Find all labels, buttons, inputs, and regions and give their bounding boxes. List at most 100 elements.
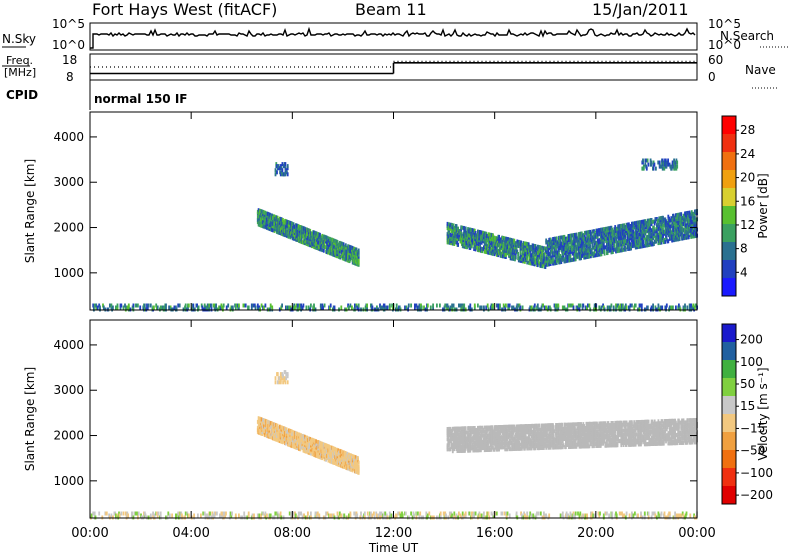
range-cell: [526, 260, 529, 265]
range-cell: [520, 244, 522, 249]
range-cell: [619, 303, 622, 308]
range-cell: [305, 305, 308, 310]
range-cell: [631, 244, 634, 249]
range-cell: [652, 160, 655, 165]
range-cell: [340, 305, 343, 310]
range-cell: [286, 172, 289, 177]
range-cell: [285, 229, 287, 234]
range-cell: [467, 430, 469, 435]
range-cell: [327, 236, 330, 241]
range-cell: [448, 426, 450, 431]
range-cell: [672, 228, 675, 232]
range-cell: [583, 243, 585, 248]
range-cell: [495, 435, 498, 440]
range-cell: [508, 245, 510, 250]
range-cell: [655, 166, 657, 171]
range-cell: [650, 228, 653, 233]
range-cell: [335, 447, 338, 452]
range-cell: [596, 252, 599, 257]
range-cell: [281, 162, 284, 167]
range-cell: [272, 222, 275, 227]
range-cell: [667, 162, 669, 167]
range-cell: [244, 303, 247, 308]
range-cell: [452, 225, 455, 230]
range-cell: [285, 427, 288, 432]
range-cell: [662, 223, 664, 228]
range-cell: [674, 160, 676, 165]
range-cell: [568, 303, 570, 308]
range-cell: [334, 447, 337, 452]
range-cell: [485, 241, 488, 246]
range-cell: [474, 231, 477, 235]
range-cell: [568, 258, 571, 263]
range-cell: [258, 218, 261, 223]
range-cell: [485, 231, 488, 236]
range-cell: [612, 250, 614, 254]
power-colorbar-segment: [722, 260, 736, 279]
range-cell: [653, 162, 656, 167]
range-cell: [264, 303, 267, 308]
range-cell: [680, 212, 683, 217]
range-cell: [561, 241, 564, 246]
range-cell: [520, 240, 522, 245]
range-cell: [357, 468, 360, 473]
range-cell: [583, 245, 585, 250]
range-cell: [624, 233, 626, 238]
range-cell: [652, 166, 655, 171]
range-cell: [260, 303, 263, 308]
range-cell: [483, 429, 485, 434]
range-cell: [263, 424, 265, 429]
range-cell: [662, 232, 664, 237]
range-cell: [528, 244, 531, 249]
range-cell: [460, 444, 463, 449]
range-cell: [447, 236, 450, 241]
range-cell: [629, 234, 632, 239]
range-cell: [546, 258, 549, 263]
range-cell: [444, 303, 447, 308]
range-cell: [661, 305, 664, 310]
range-cell: [630, 244, 632, 249]
range-cell: [110, 303, 113, 308]
range-cell: [381, 305, 384, 310]
range-cell: [669, 305, 672, 310]
range-cell: [694, 303, 697, 308]
range-cell: [569, 303, 572, 308]
range-cell: [426, 303, 429, 308]
range-cell: [497, 303, 500, 308]
range-cell: [308, 442, 311, 447]
range-cell: [177, 303, 180, 308]
range-cell: [610, 240, 613, 245]
range-cell: [312, 240, 315, 245]
range-cell: [385, 305, 387, 310]
range-cell: [612, 239, 615, 244]
range-cell: [486, 244, 488, 249]
range-cell: [555, 246, 557, 251]
range-cell: [514, 255, 517, 260]
range-cell: [310, 303, 312, 308]
range-cell: [234, 303, 237, 308]
range-cell: [532, 253, 535, 258]
range-cell: [254, 305, 257, 310]
range-cell: [366, 303, 368, 308]
range-cell: [208, 303, 211, 308]
range-cell: [638, 236, 641, 241]
range-cell: [499, 303, 501, 308]
range-cell: [571, 247, 573, 252]
range-cell: [480, 433, 483, 438]
range-cell: [210, 303, 213, 308]
range-cell: [262, 422, 264, 427]
range-cell: [451, 303, 453, 308]
range-cell: [675, 223, 677, 228]
power-colorbar-segment: [722, 134, 736, 153]
range-cell: [662, 160, 665, 165]
range-cell: [689, 230, 692, 235]
range-cell: [452, 223, 455, 228]
range-cell: [512, 248, 515, 253]
range-cell: [410, 303, 412, 308]
range-cell: [348, 305, 350, 310]
range-cell: [109, 303, 111, 308]
range-cell: [643, 235, 645, 240]
range-cell: [357, 464, 360, 469]
range-cell: [450, 239, 453, 244]
range-cell: [451, 233, 453, 238]
